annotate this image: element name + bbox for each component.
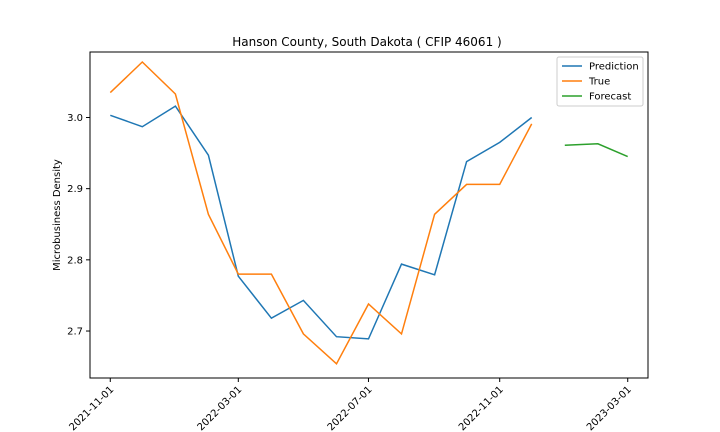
legend-frame bbox=[556, 56, 644, 107]
y-tick-label: 3.0 bbox=[67, 113, 83, 124]
y-axis-label: Microbusiness Density bbox=[52, 159, 63, 271]
y-axis: 2.7 2.8 2.9 3.0 bbox=[67, 113, 90, 338]
chart-title: Hanson County, South Dakota ( CFIP 46061… bbox=[232, 35, 501, 49]
series-line-forecast bbox=[564, 143, 628, 158]
y-tick-label: 2.9 bbox=[67, 184, 83, 195]
y-tick-label: 2.7 bbox=[67, 327, 83, 338]
legend: Prediction True Forecast bbox=[556, 56, 644, 107]
legend-label-prediction: Prediction bbox=[589, 62, 639, 73]
series-line-true bbox=[109, 60, 533, 365]
plot-area-frame bbox=[89, 51, 649, 379]
legend-label-true: True bbox=[588, 77, 610, 88]
legend-label-forecast: Forecast bbox=[589, 92, 631, 103]
y-tick-label: 2.8 bbox=[67, 255, 83, 266]
plot-series-group bbox=[109, 60, 628, 365]
